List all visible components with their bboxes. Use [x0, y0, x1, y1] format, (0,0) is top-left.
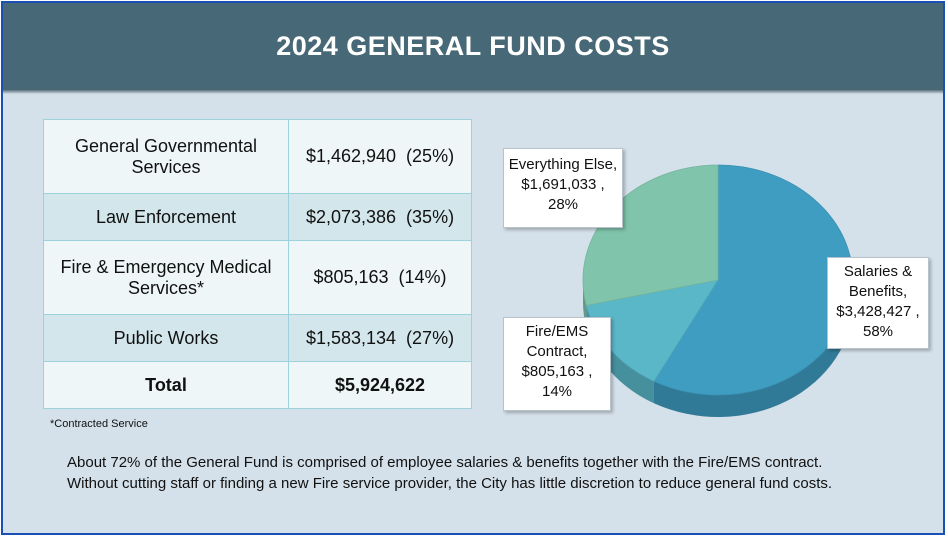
cost-percent: (35%) — [406, 206, 455, 227]
page-title: 2024 GENERAL FUND COSTS — [276, 31, 670, 61]
pie-label-fire-ems: Fire/EMS Contract, $805,163 , 14% — [503, 317, 611, 411]
pie-label-line: 28% — [547, 196, 579, 213]
table-cell-value: $1,583,134 (27%) — [288, 314, 472, 362]
pie-label-line: Fire/EMS — [525, 323, 589, 340]
summary-line: About 72% of the General Fund is compris… — [67, 454, 823, 471]
pie-label-salaries: Salaries & Benefits, $3,428,427 , 58% — [827, 257, 929, 349]
cost-percent: (14%) — [398, 267, 447, 287]
table-cell-label: Public Works — [43, 314, 289, 362]
pie-chart — [582, 164, 854, 417]
pie-label-everything-else: Everything Else, $1,691,033 , 28% — [503, 148, 623, 228]
table-cell-value: $2,073,386 (35%) — [288, 193, 472, 241]
table-cell-label: Fire & Emergency Medical Services* — [43, 240, 289, 315]
table-cell-value: $805,163 (14%) — [288, 240, 472, 315]
cost-value: $1,462,940 — [305, 146, 397, 166]
header-bar: 2024 GENERAL FUND COSTS — [3, 3, 943, 89]
table-row: Law Enforcement $2,073,386 (35%) — [43, 193, 472, 241]
pie-slice-side-salaries-benefits — [653, 280, 853, 417]
cost-value: $1,583,134 — [305, 327, 397, 348]
table-cell-label: Law Enforcement — [43, 193, 289, 241]
table-row: Public Works $1,583,134 (27%) — [43, 314, 472, 362]
pie-label-line: Benefits, — [848, 283, 908, 300]
total-value: $5,924,622 — [288, 361, 472, 409]
cost-percent: (27%) — [406, 327, 455, 348]
pie-label-line: $1,691,033 , — [521, 176, 605, 193]
table-cell-value: $1,462,940 (25%) — [288, 119, 472, 194]
table-row: Fire & Emergency Medical Services* $805,… — [43, 240, 472, 315]
cost-value: $2,073,386 — [305, 206, 397, 227]
pie-label-line: 14% — [541, 383, 573, 400]
header-shadow — [3, 89, 943, 94]
pie-label-line: Everything Else, — [508, 156, 618, 173]
pie-label-line: Contract, — [526, 343, 588, 360]
table-row-total: Total $5,924,622 — [43, 361, 472, 409]
table-row: General Governmental Services $1,462,940… — [43, 119, 472, 194]
costs-table: General Governmental Services $1,462,940… — [43, 119, 472, 409]
pie-label-line: $805,163 , — [521, 363, 593, 380]
cost-value: $805,163 — [313, 267, 389, 287]
summary-line: Without cutting staff or finding a new F… — [67, 475, 833, 492]
cost-percent: (25%) — [406, 146, 455, 166]
total-label: Total — [43, 361, 289, 409]
summary-text: About 72% of the General Fund is compris… — [67, 452, 927, 494]
footnote: *Contracted Service — [50, 418, 148, 430]
pie-label-line: 58% — [862, 323, 894, 340]
pie-slice-side-fire-ems-contract — [586, 305, 654, 404]
pie-slice-side-everything-else — [583, 280, 587, 328]
pie-label-line: Salaries & — [843, 263, 913, 280]
pie-label-line: $3,428,427 , — [836, 303, 920, 320]
